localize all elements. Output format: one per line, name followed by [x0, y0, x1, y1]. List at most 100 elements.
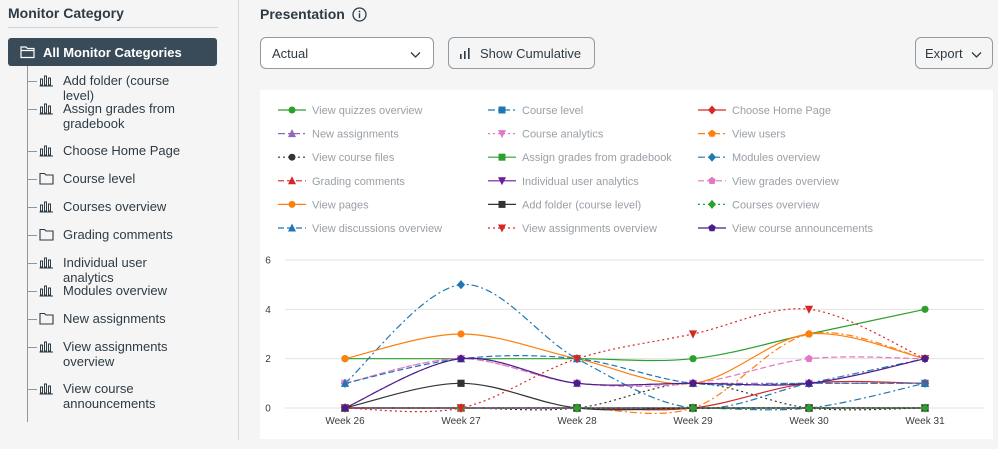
series-line	[344, 357, 926, 409]
tree-branch-line	[27, 207, 37, 208]
tree-branch-line	[27, 319, 37, 320]
legend-marker	[288, 200, 296, 208]
tree-connector	[27, 66, 28, 422]
tree-item-all-monitor-categories[interactable]: All Monitor Categories	[8, 38, 217, 66]
legend-item[interactable]: View pages	[278, 199, 369, 211]
tree-item-label: Individual user analytics	[63, 255, 147, 285]
tree-item[interactable]: Modules overview	[27, 283, 193, 298]
legend-label: View course announcements	[732, 223, 874, 235]
data-point	[456, 404, 466, 413]
legend-item[interactable]: Add folder (course level)	[488, 199, 641, 211]
legend-label: Add folder (course level)	[522, 199, 641, 211]
legend-item[interactable]: Course analytics	[488, 129, 604, 141]
legend-label: View assignments overview	[522, 223, 657, 235]
bar-chart-icon	[39, 102, 55, 116]
sidebar: Monitor Category All Monitor Categories …	[0, 0, 238, 449]
data-point	[920, 403, 930, 413]
legend-label: Individual user analytics	[522, 176, 639, 188]
sidebar-title: Monitor Category	[8, 5, 124, 21]
data-point	[921, 305, 929, 313]
tree-item[interactable]: Courses overview	[27, 199, 193, 214]
legend-item[interactable]: View quizzes overview	[278, 105, 423, 117]
tree-branch-line	[27, 291, 37, 292]
tree-branch-line	[27, 151, 37, 152]
legend-item[interactable]: Courses overview	[698, 199, 819, 211]
bar-chart-icon	[39, 256, 55, 270]
data-point	[804, 305, 814, 314]
folder-icon	[39, 172, 55, 186]
data-point	[689, 355, 697, 363]
tree-item[interactable]: Course level	[27, 171, 193, 186]
show-cumulative-button[interactable]: Show Cumulative	[448, 37, 595, 69]
legend-item[interactable]: View course files	[278, 152, 395, 164]
legend-item[interactable]: Course level	[488, 105, 583, 117]
bar-chart-icon	[39, 340, 55, 354]
legend-item[interactable]: Individual user analytics	[488, 176, 639, 188]
series-group	[341, 305, 929, 363]
export-button[interactable]: Export	[915, 37, 993, 69]
series-line	[344, 382, 925, 411]
legend-label: Course level	[522, 105, 583, 117]
data-point	[689, 379, 697, 387]
presentation-title: Presentation	[260, 6, 367, 22]
legend-marker	[498, 224, 506, 233]
tree-branch-line	[27, 179, 37, 180]
tree-branch-line	[27, 109, 37, 110]
legend-item[interactable]: New assignments	[278, 129, 399, 141]
tree-item[interactable]: Assign grades from gradebook	[27, 101, 193, 131]
panel-divider	[238, 0, 239, 440]
legend-label: Choose Home Page	[732, 105, 831, 117]
tree-item[interactable]: View course announcements	[27, 381, 193, 411]
legend-marker	[288, 153, 296, 161]
legend-item[interactable]: View assignments overview	[488, 223, 657, 235]
legend-label: View course files	[312, 152, 395, 164]
folder-icon	[39, 312, 55, 326]
legend-item[interactable]: Grading comments	[278, 176, 405, 188]
presentation-mode-select[interactable]: Actual	[260, 37, 434, 69]
legend-marker	[498, 200, 506, 208]
data-point	[341, 355, 349, 363]
legend-item[interactable]: View grades overview	[698, 176, 839, 188]
data-point	[805, 330, 813, 338]
series-line	[345, 332, 926, 415]
tree-item[interactable]: Individual user analytics	[27, 255, 193, 285]
tree-item[interactable]: New assignments	[27, 311, 193, 326]
x-tick-label: Week 30	[789, 416, 829, 427]
legend-marker	[498, 177, 506, 186]
legend-marker	[708, 129, 716, 137]
x-tick-label: Week 26	[325, 416, 365, 427]
legend-label: View grades overview	[732, 176, 839, 188]
legend-item[interactable]: View discussions overview	[278, 223, 442, 235]
tree-item[interactable]: Grading comments	[27, 227, 193, 242]
legend-marker	[288, 129, 296, 138]
legend-item[interactable]: Assign grades from gradebook	[488, 152, 672, 164]
tree-item[interactable]: Add folder (course level)	[27, 73, 193, 103]
data-point	[921, 354, 929, 362]
data-point	[688, 330, 698, 339]
legend-marker	[288, 176, 296, 185]
legend-item[interactable]: Choose Home Page	[698, 105, 831, 117]
legend-label: Course analytics	[522, 129, 604, 141]
tree-branch-line	[27, 389, 37, 390]
series-group	[341, 354, 929, 412]
tree-item[interactable]: Choose Home Page	[27, 143, 193, 158]
tree-item-label: Assign grades from gradebook	[63, 101, 175, 131]
tree-item-label: Choose Home Page	[63, 143, 181, 158]
legend-item[interactable]: View course announcements	[698, 223, 874, 235]
data-point	[920, 378, 930, 387]
tree-item-label: All Monitor Categories	[43, 44, 182, 60]
info-icon[interactable]	[352, 6, 367, 22]
bar-chart-icon	[39, 284, 55, 298]
legend-marker	[708, 199, 716, 209]
x-tick-label: Week 31	[905, 416, 945, 427]
tree-item[interactable]: View assignments overview	[27, 339, 193, 369]
legend-marker	[708, 224, 716, 232]
legend-label: Assign grades from gradebook	[522, 152, 672, 164]
legend-item[interactable]: View users	[698, 129, 786, 141]
series-line	[345, 382, 926, 411]
data-point	[804, 403, 814, 413]
series-line	[344, 332, 926, 385]
legend-marker	[288, 223, 296, 232]
bar-chart-icon	[39, 382, 55, 396]
legend-item[interactable]: Modules overview	[698, 152, 820, 164]
